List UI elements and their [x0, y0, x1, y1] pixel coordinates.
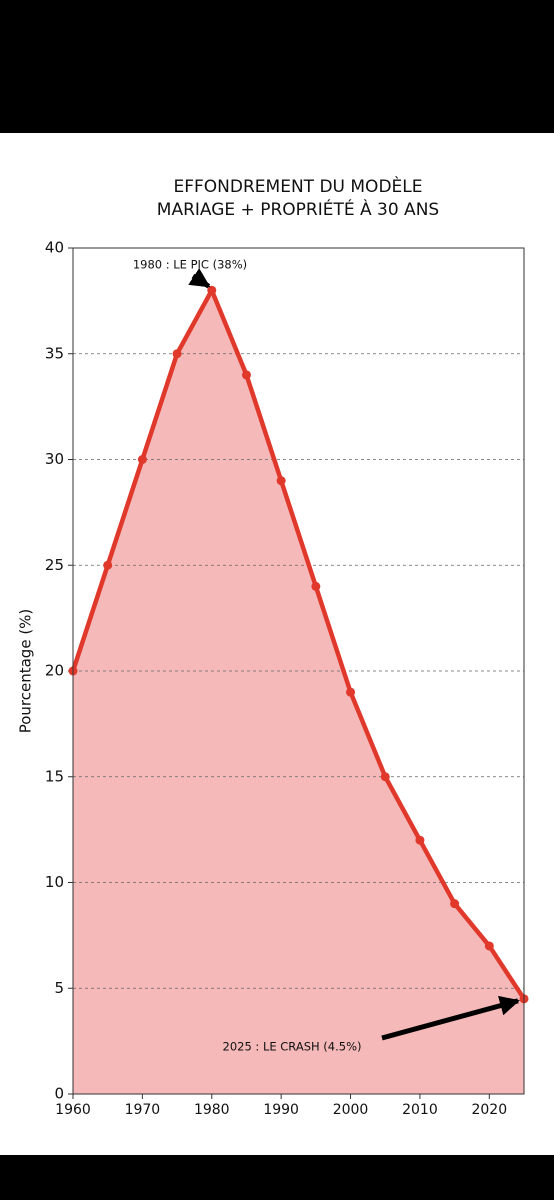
y-tick-label: 20: [45, 662, 64, 680]
annotation: 2025 : LE CRASH (4.5%): [223, 1040, 362, 1054]
y-tick-label: 15: [45, 767, 64, 785]
area: [73, 290, 524, 1094]
point: [207, 285, 217, 295]
plot-frame: [72, 247, 525, 1095]
chart-title: EFFONDREMENT DU MODÈLE: [174, 175, 423, 197]
point: [346, 687, 356, 697]
x-tick-label: 1990: [263, 1102, 299, 1118]
x-tick-label: 1980: [194, 1102, 230, 1118]
point: [276, 476, 286, 486]
point: [380, 772, 390, 782]
point: [137, 455, 147, 464]
y-tick-label: 40: [45, 239, 64, 257]
point: [484, 941, 494, 951]
x-tick-label: 2010: [402, 1102, 438, 1118]
annotation: 1980 : LE PIC (38%): [133, 258, 247, 272]
annotation-arrow: [188, 268, 211, 289]
y-tick-label: 25: [45, 556, 64, 574]
y-tick-label: 0: [54, 1085, 64, 1103]
y-tick-label: 5: [54, 979, 64, 997]
y-tick-label: 30: [45, 450, 64, 468]
annotation-arrow: [381, 995, 520, 1041]
x-tick-label: 1960: [55, 1102, 91, 1118]
y-tick-label: 10: [45, 873, 64, 891]
point: [450, 899, 460, 909]
x-tick-label: 2000: [333, 1102, 369, 1118]
point: [241, 370, 251, 380]
y-axis-label: Pourcentage (%): [17, 609, 35, 734]
line: [70, 288, 526, 1001]
chart-title: MARIAGE + PROPRIÉTÉ À 30 ANS: [157, 198, 439, 220]
x-tick-label: 1970: [125, 1102, 161, 1118]
point: [311, 581, 321, 591]
x-tick-label: 2020: [471, 1102, 507, 1118]
y-tick-label: 35: [45, 344, 64, 362]
point: [103, 560, 113, 570]
point: [415, 835, 425, 845]
point: [172, 349, 182, 359]
